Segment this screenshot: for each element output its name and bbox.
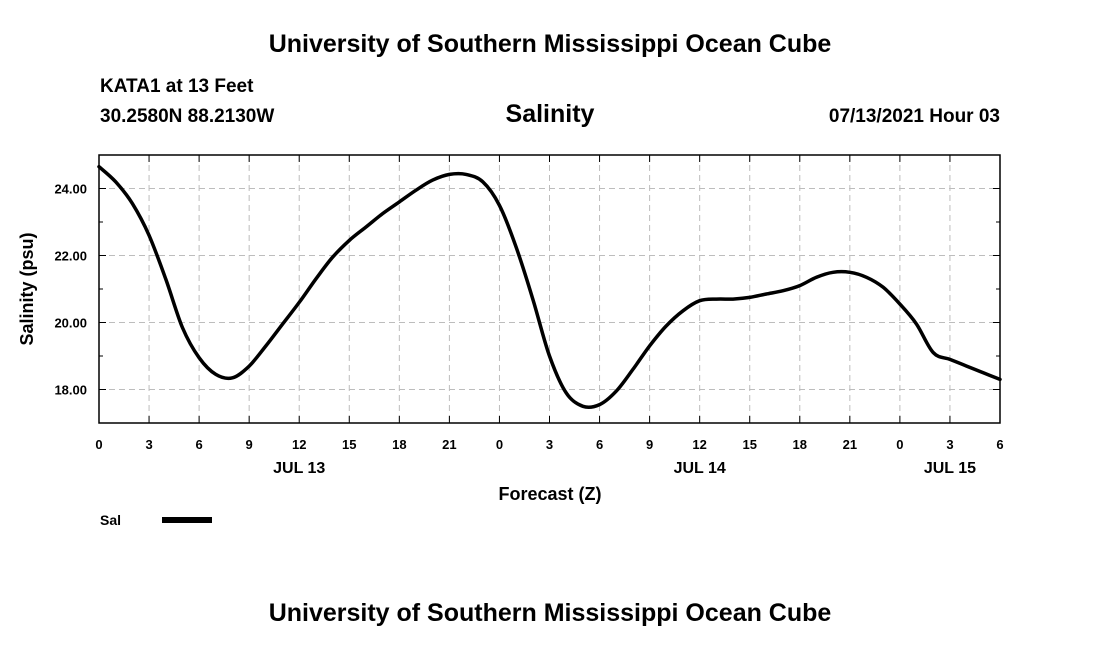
- x-tick-label: 6: [195, 437, 202, 452]
- y-tick-label: 20.00: [54, 316, 87, 331]
- x-tick-label: 3: [546, 437, 553, 452]
- x-tick-label: 0: [896, 437, 903, 452]
- station-coordinates: 30.2580N 88.2130W: [100, 106, 275, 127]
- x-tick-label: 0: [496, 437, 503, 452]
- x-tick-label: 3: [946, 437, 953, 452]
- x-tick-label: 6: [996, 437, 1003, 452]
- grid-lines: [99, 155, 1000, 423]
- day-label: JUL 14: [674, 460, 726, 477]
- y-tick-label: 24.00: [54, 182, 87, 197]
- y-tick-label: 22.00: [54, 249, 87, 264]
- x-tick-label: 6: [596, 437, 603, 452]
- axis-labels: 0 3 6 9 12 15 18 21 0 3 6 9 12 15 18 21 0 3 6 18.00 20.00 22.…: [54, 182, 1003, 478]
- y-tick-label: 18.00: [54, 383, 87, 398]
- chart-title: Salinity: [505, 100, 595, 128]
- x-tick-label: 9: [646, 437, 653, 452]
- x-tick-label: 3: [145, 437, 152, 452]
- x-tick-label: 9: [246, 437, 253, 452]
- x-tick-label: 18: [392, 437, 406, 452]
- day-label: JUL 13: [273, 460, 325, 477]
- x-tick-label: 12: [292, 437, 306, 452]
- day-label: JUL 15: [924, 460, 976, 477]
- station-label: KATA1 at 13 Feet: [100, 76, 254, 97]
- x-tick-label: 12: [692, 437, 706, 452]
- x-tick-label: 15: [742, 437, 756, 452]
- x-tick-label: 21: [442, 437, 456, 452]
- series-line-sal: [97, 164, 1002, 410]
- top-title: University of Southern Mississippi Ocean…: [268, 30, 832, 58]
- x-axis-title: Forecast (Z): [498, 484, 601, 504]
- forecast-datetime: 07/13/2021 Hour 03: [828, 106, 1000, 127]
- axis-ticks: [98, 154, 1001, 424]
- x-tick-label: 0: [95, 437, 102, 452]
- x-tick-label: 15: [342, 437, 356, 452]
- plot-frame: [98, 154, 1001, 424]
- y-axis-title: Salinity (psu): [17, 232, 37, 345]
- bottom-title: University of Southern Mississippi Ocean…: [268, 599, 832, 627]
- x-tick-label: 18: [793, 437, 807, 452]
- legend: Sal: [100, 512, 212, 528]
- legend-label-sal: Sal: [100, 512, 121, 528]
- x-tick-label: 21: [843, 437, 857, 452]
